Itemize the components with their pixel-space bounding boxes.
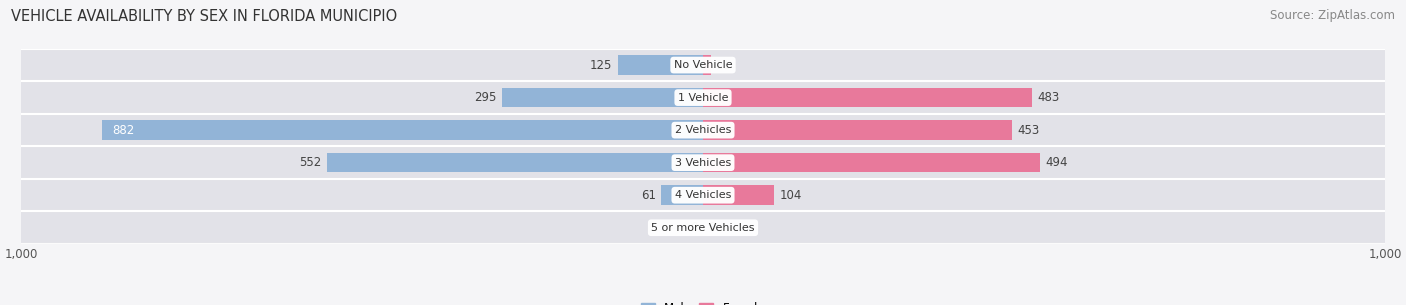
Text: 125: 125 <box>591 59 612 72</box>
Text: 61: 61 <box>641 189 657 202</box>
Text: 11: 11 <box>716 59 731 72</box>
Bar <box>21 211 1385 244</box>
Bar <box>703 55 710 75</box>
Bar <box>661 185 703 205</box>
Bar <box>21 49 1385 81</box>
Text: 0: 0 <box>709 221 716 234</box>
Text: 882: 882 <box>112 124 134 137</box>
Text: 0: 0 <box>690 221 697 234</box>
Text: 1 Vehicle: 1 Vehicle <box>678 93 728 102</box>
Bar <box>21 114 1385 146</box>
Text: 483: 483 <box>1038 91 1060 104</box>
Legend: Male, Female: Male, Female <box>636 298 770 305</box>
Bar <box>101 120 703 140</box>
Bar <box>21 146 1385 179</box>
Text: No Vehicle: No Vehicle <box>673 60 733 70</box>
Text: 104: 104 <box>779 189 801 202</box>
Bar <box>21 211 1385 244</box>
Text: 494: 494 <box>1045 156 1067 169</box>
Bar <box>21 179 1385 211</box>
Bar <box>703 120 1012 140</box>
Text: 295: 295 <box>474 91 496 104</box>
Bar <box>21 146 1385 179</box>
Bar <box>703 88 1032 107</box>
Bar <box>21 81 1385 114</box>
Bar <box>502 88 703 107</box>
Bar <box>703 153 1040 172</box>
Text: 4 Vehicles: 4 Vehicles <box>675 190 731 200</box>
Bar <box>326 153 703 172</box>
Bar <box>21 114 1385 146</box>
Bar <box>617 55 703 75</box>
Bar <box>21 49 1385 81</box>
Text: 552: 552 <box>299 156 321 169</box>
Text: 2 Vehicles: 2 Vehicles <box>675 125 731 135</box>
Text: Source: ZipAtlas.com: Source: ZipAtlas.com <box>1270 9 1395 22</box>
Text: 5 or more Vehicles: 5 or more Vehicles <box>651 223 755 233</box>
Bar <box>21 81 1385 114</box>
Text: VEHICLE AVAILABILITY BY SEX IN FLORIDA MUNICIPIO: VEHICLE AVAILABILITY BY SEX IN FLORIDA M… <box>11 9 398 24</box>
Bar <box>21 179 1385 211</box>
Text: 453: 453 <box>1018 124 1039 137</box>
Text: 3 Vehicles: 3 Vehicles <box>675 158 731 168</box>
Bar <box>703 185 773 205</box>
